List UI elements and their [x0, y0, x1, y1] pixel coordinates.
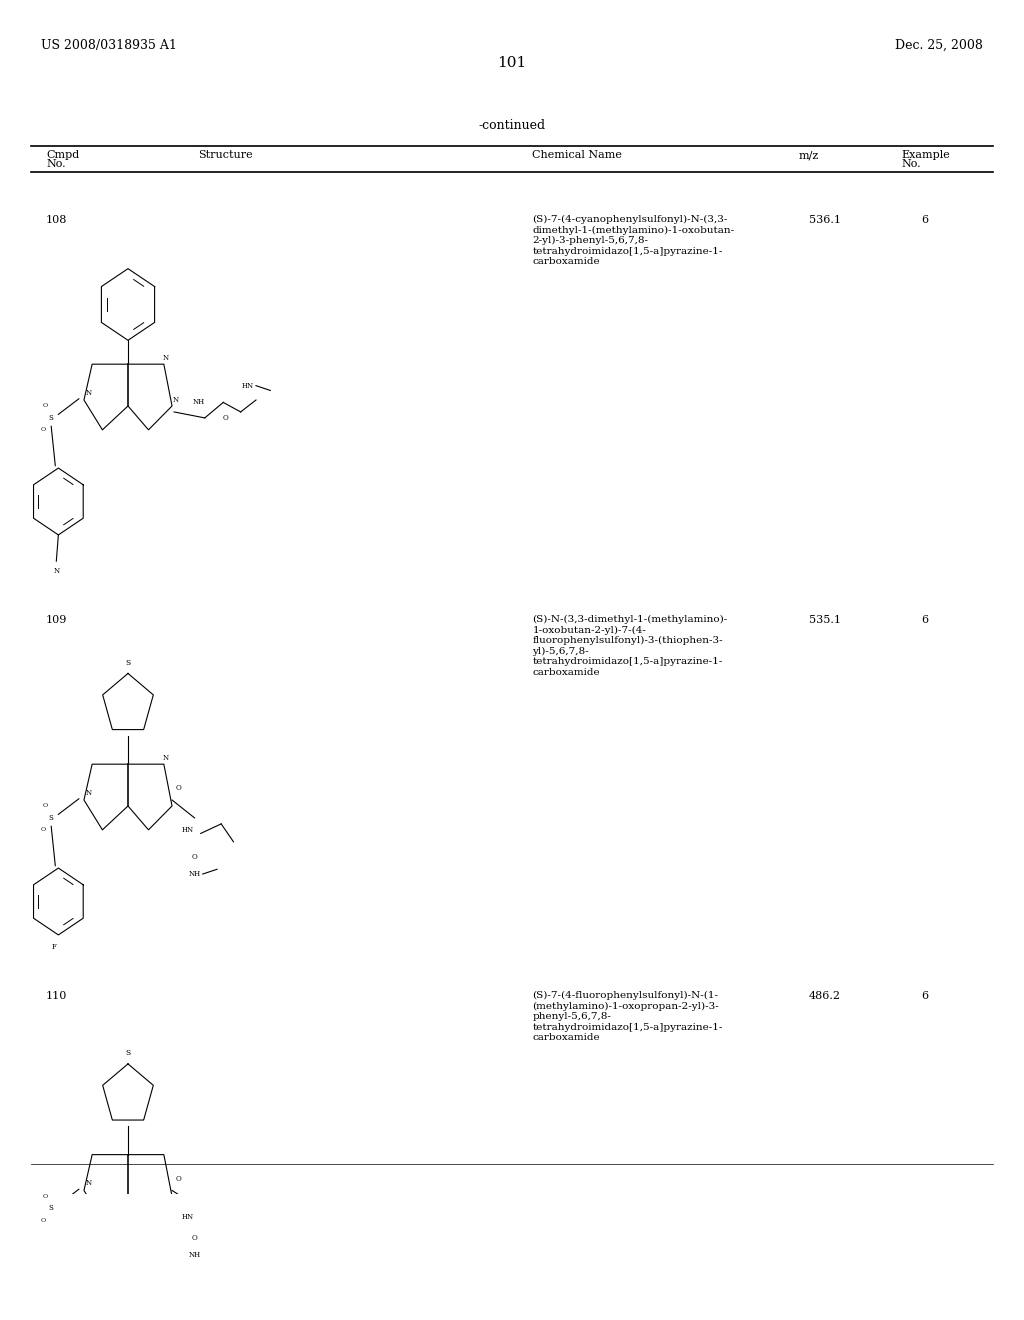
Text: NH: NH	[188, 1251, 201, 1259]
Text: N: N	[173, 396, 179, 404]
Text: -continued: -continued	[478, 119, 546, 132]
Text: O: O	[40, 1218, 46, 1222]
Text: 109: 109	[46, 615, 68, 624]
Text: O: O	[40, 428, 46, 433]
Text: Cmpd: Cmpd	[46, 150, 79, 160]
Text: 108: 108	[46, 215, 68, 224]
Text: O: O	[191, 853, 198, 862]
Text: O: O	[40, 828, 46, 833]
Text: (S)-N-(3,3-dimethyl-1-(methylamino)-
1-oxobutan-2-yl)-7-(4-
fluorophenylsulfonyl: (S)-N-(3,3-dimethyl-1-(methylamino)- 1-o…	[532, 615, 728, 677]
Text: NH: NH	[188, 870, 201, 878]
Text: O: O	[222, 414, 228, 422]
Text: S: S	[49, 814, 53, 822]
Text: Example: Example	[901, 150, 950, 160]
Text: N: N	[86, 389, 92, 397]
Text: 110: 110	[46, 991, 68, 1001]
Text: N: N	[163, 754, 169, 762]
Text: N: N	[86, 1179, 92, 1187]
Text: O: O	[42, 804, 48, 808]
Text: 535.1: 535.1	[809, 615, 841, 624]
Text: HN: HN	[242, 381, 254, 389]
Text: 486.2: 486.2	[809, 991, 841, 1001]
Text: No.: No.	[46, 158, 66, 169]
Text: 6: 6	[922, 615, 929, 624]
Text: 536.1: 536.1	[809, 215, 841, 224]
Text: US 2008/0318935 A1: US 2008/0318935 A1	[41, 38, 177, 51]
Text: S: S	[125, 659, 131, 667]
Text: Structure: Structure	[198, 150, 253, 160]
Text: (S)-7-(4-fluorophenylsulfonyl)-N-(1-
(methylamino)-1-oxopropan-2-yl)-3-
phenyl-5: (S)-7-(4-fluorophenylsulfonyl)-N-(1- (me…	[532, 991, 723, 1041]
Text: O: O	[191, 1234, 198, 1242]
Text: 101: 101	[498, 57, 526, 70]
Text: O: O	[175, 784, 181, 792]
Text: 6: 6	[922, 215, 929, 224]
Text: S: S	[49, 1204, 53, 1212]
Text: O: O	[42, 404, 48, 408]
Text: N: N	[86, 789, 92, 797]
Text: No.: No.	[901, 158, 921, 169]
Text: F: F	[52, 942, 56, 950]
Text: S: S	[125, 1049, 131, 1057]
Text: N: N	[53, 566, 59, 574]
Text: O: O	[42, 1193, 48, 1199]
Text: S: S	[49, 414, 53, 422]
Text: HN: HN	[181, 1213, 194, 1221]
Text: 6: 6	[922, 991, 929, 1001]
Text: Chemical Name: Chemical Name	[532, 150, 623, 160]
Text: HN: HN	[181, 826, 194, 834]
Text: Dec. 25, 2008: Dec. 25, 2008	[895, 38, 983, 51]
Text: O: O	[175, 1175, 181, 1183]
Text: m/z: m/z	[799, 150, 819, 160]
Text: NH: NH	[193, 399, 205, 407]
Text: N: N	[163, 354, 169, 362]
Text: (S)-7-(4-cyanophenylsulfonyl)-N-(3,3-
dimethyl-1-(methylamino)-1-oxobutan-
2-yl): (S)-7-(4-cyanophenylsulfonyl)-N-(3,3- di…	[532, 215, 734, 265]
